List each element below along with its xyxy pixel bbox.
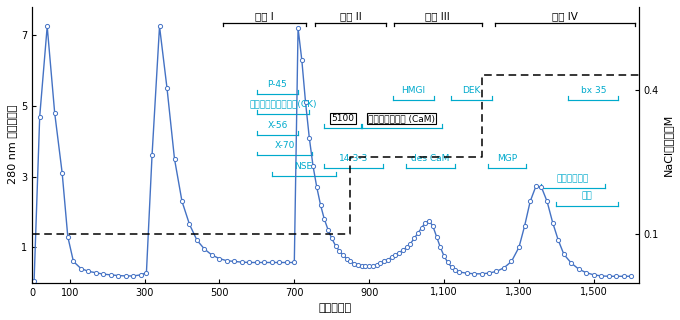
Text: プロチモシン: プロチモシン — [557, 174, 589, 183]
Text: X-70: X-70 — [275, 141, 294, 150]
Text: 画分 IV: 画分 IV — [552, 11, 578, 21]
Text: 画分 II: 画分 II — [339, 11, 361, 21]
Text: NSE: NSE — [294, 162, 313, 171]
Y-axis label: NaClの濃度　M: NaClの濃度 M — [663, 114, 673, 176]
Text: 5100: 5100 — [331, 114, 354, 123]
Text: 画分 I: 画分 I — [255, 11, 274, 21]
Text: カルジュモリン (CaM): カルジュモリン (CaM) — [368, 114, 435, 123]
Text: des CaM: des CaM — [411, 154, 449, 163]
Text: 14-3-3: 14-3-3 — [339, 154, 368, 163]
Text: P-45: P-45 — [268, 80, 288, 89]
Y-axis label: 280 nm での吸光度: 280 nm での吸光度 — [7, 105, 17, 184]
Text: 画分 III: 画分 III — [425, 11, 450, 21]
Text: MGP: MGP — [497, 154, 517, 163]
X-axis label: 試験管番号: 試験管番号 — [319, 303, 352, 313]
Text: bx 35: bx 35 — [581, 86, 606, 95]
Text: クレアチンキナーゼ(CK): クレアチンキナーゼ(CK) — [250, 100, 317, 109]
Text: HMGI: HMGI — [401, 86, 425, 95]
Text: X-56: X-56 — [267, 121, 288, 130]
Text: 核酸: 核酸 — [582, 192, 593, 201]
Text: DEK: DEK — [462, 86, 481, 95]
